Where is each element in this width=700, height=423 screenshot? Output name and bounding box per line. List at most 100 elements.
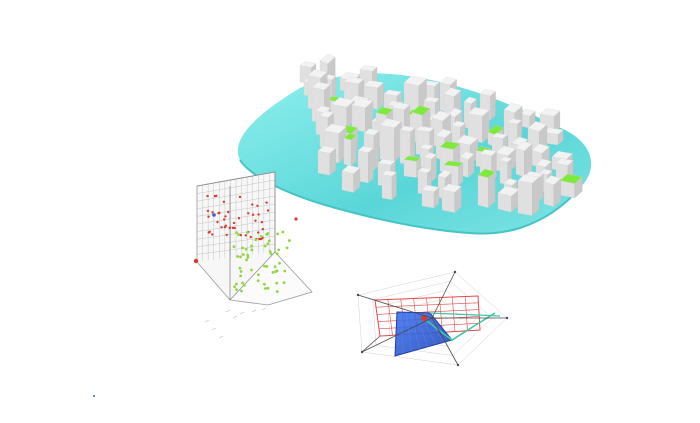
scatter-point-green xyxy=(254,238,258,242)
scatter-point-green xyxy=(241,281,245,285)
scatter-point-red xyxy=(211,233,214,236)
building-side xyxy=(391,171,397,201)
scatter-point-green xyxy=(275,290,279,293)
green-roof xyxy=(487,124,504,136)
scatter-point-green xyxy=(237,233,240,237)
scatter-point-green xyxy=(257,273,260,277)
building-roof xyxy=(479,149,497,156)
building-roof xyxy=(391,102,411,110)
scatter-point-green xyxy=(266,232,270,235)
building-roof xyxy=(511,136,529,147)
building-front xyxy=(441,189,455,213)
grid-line xyxy=(196,243,276,255)
scatter-floor xyxy=(229,251,313,306)
scatter-point-red xyxy=(224,224,227,227)
scatter-point-green xyxy=(285,246,289,250)
scatter-point-red xyxy=(257,213,260,216)
building-side xyxy=(431,154,437,183)
green-roof xyxy=(375,106,394,116)
building-front xyxy=(497,192,512,213)
scatter-point-green xyxy=(262,282,266,286)
blue-grid-line xyxy=(401,312,404,354)
building-roof xyxy=(455,134,479,146)
building-roof xyxy=(463,96,477,105)
building-roof xyxy=(499,156,513,163)
scatter-point-blue xyxy=(212,213,216,217)
radar-chart xyxy=(356,270,509,367)
building-roof xyxy=(459,151,475,160)
city-model xyxy=(237,53,592,235)
scatter-point-red xyxy=(244,234,247,237)
scatter-point-red xyxy=(224,215,227,218)
scatter-point-red xyxy=(239,233,242,237)
building-roof xyxy=(447,107,463,118)
building-front xyxy=(343,137,352,167)
scatter-point-red xyxy=(207,231,210,234)
building-roof xyxy=(535,158,552,168)
scatter-point-red xyxy=(251,203,254,206)
scatter-point-red xyxy=(215,194,218,198)
scatter-point-green xyxy=(245,231,249,234)
building-roof xyxy=(319,53,336,64)
building-roof xyxy=(517,174,540,184)
building-roof xyxy=(437,169,452,179)
building-front xyxy=(403,159,417,178)
scatter-point-red xyxy=(222,200,226,204)
blue-grid-line xyxy=(406,312,412,352)
building-roof xyxy=(415,126,435,132)
radar-spoke xyxy=(361,317,433,353)
scatter-point-red xyxy=(261,228,264,231)
scatter-point-green xyxy=(275,269,279,273)
green-roof xyxy=(411,105,431,116)
building-roof xyxy=(491,133,508,139)
building-roof xyxy=(495,145,516,157)
scatter-point-red xyxy=(247,212,250,215)
scatter-point-green xyxy=(266,286,270,290)
red-grid-line xyxy=(387,299,393,336)
buildings-group xyxy=(299,53,583,217)
scatter-point-green xyxy=(242,283,246,287)
scatter-point-red xyxy=(218,211,221,214)
building-roof xyxy=(435,128,453,139)
building-roof xyxy=(423,96,440,103)
scatter-point-red xyxy=(237,217,241,220)
scatter-point-green xyxy=(239,270,243,273)
scatter-axis-ticks xyxy=(204,307,267,339)
building-roof xyxy=(363,80,384,89)
scatter-point-green xyxy=(233,285,237,289)
scatter-point-red xyxy=(257,231,260,234)
building-roof xyxy=(431,110,451,122)
building-front xyxy=(381,174,393,200)
scatter-point-green xyxy=(283,269,287,273)
building-roof xyxy=(421,185,440,192)
scatter-point-green xyxy=(241,253,245,256)
building-roof xyxy=(331,97,355,108)
building-roof xyxy=(439,76,457,86)
building-side xyxy=(368,147,374,184)
scatter-point-green xyxy=(250,248,254,252)
building-roof xyxy=(479,89,496,96)
building-roof xyxy=(343,76,365,84)
building-roof xyxy=(441,183,462,193)
scatter-point-red xyxy=(220,226,223,229)
scatter-point-red xyxy=(193,258,199,264)
scatter-point-green xyxy=(276,232,280,236)
scatter-point-green xyxy=(273,265,277,269)
scatter-point-red xyxy=(265,201,268,204)
building-roof xyxy=(555,158,574,166)
building-roof xyxy=(519,108,536,117)
scatter-axis-top xyxy=(196,171,276,187)
building-roof xyxy=(443,87,462,97)
building-roof xyxy=(417,167,432,174)
terrain-edge xyxy=(239,159,581,235)
scatter-3d-plot xyxy=(193,171,313,339)
building-front xyxy=(477,174,489,208)
scatter-point-green xyxy=(269,252,273,256)
radar-spokes xyxy=(356,270,509,367)
scatter-point-green xyxy=(277,248,281,252)
scatter-point-green xyxy=(246,253,250,257)
building-roof xyxy=(311,81,331,90)
building-roof xyxy=(379,118,402,128)
scatter-point-green xyxy=(232,245,236,249)
scatter-point-red xyxy=(238,195,242,199)
